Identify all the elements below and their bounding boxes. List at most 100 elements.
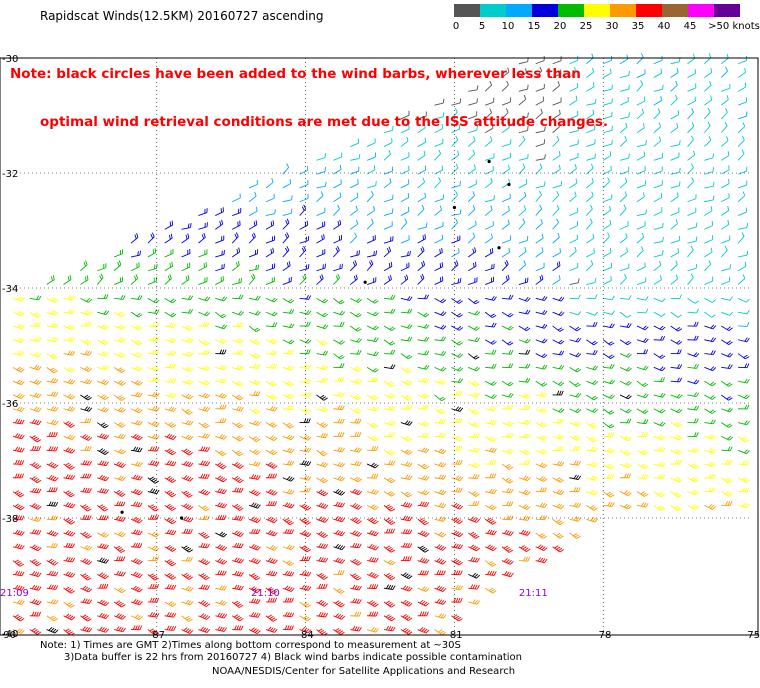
wind-barb xyxy=(434,474,447,480)
wind-barb xyxy=(721,165,730,175)
wind-barb xyxy=(451,517,464,525)
wind-barb xyxy=(586,124,596,134)
wind-barb xyxy=(97,626,110,633)
wind-barb xyxy=(687,352,700,358)
wind-barb xyxy=(636,192,645,203)
wind-barb xyxy=(653,193,663,203)
wind-barb xyxy=(687,308,699,314)
wind-barb xyxy=(704,487,716,493)
wind-barb xyxy=(29,627,42,635)
wind-barb xyxy=(619,380,632,386)
wind-barb xyxy=(602,151,612,161)
wind-barb xyxy=(602,422,615,429)
wind-barb xyxy=(383,308,396,314)
wind-barb xyxy=(552,408,565,413)
wind-barb xyxy=(248,220,258,230)
wind-barb xyxy=(29,462,42,469)
wind-barb xyxy=(181,325,194,331)
wind-barb xyxy=(417,530,430,537)
wind-barb xyxy=(12,446,25,453)
wind-barb xyxy=(113,545,126,553)
wind-barb xyxy=(535,154,546,161)
wind-barb xyxy=(569,366,582,373)
wind-barb xyxy=(80,418,92,424)
wind-barb xyxy=(586,446,598,452)
wind-barb xyxy=(518,163,526,175)
wind-barb xyxy=(602,220,612,230)
wind-barb xyxy=(518,260,527,272)
x-tick-label: -87 xyxy=(149,630,165,641)
wind-barb xyxy=(501,152,512,161)
wind-barb xyxy=(417,123,426,134)
wind-barb xyxy=(468,491,480,497)
wind-barb xyxy=(130,558,143,565)
wind-barb xyxy=(181,295,194,301)
wind-barb xyxy=(198,626,211,633)
wind-barb xyxy=(518,433,531,439)
wind-barb xyxy=(12,433,25,440)
wind-barb xyxy=(586,311,599,316)
wind-barb xyxy=(400,124,410,134)
map-frame xyxy=(0,57,759,636)
wind-barb xyxy=(282,179,292,189)
wind-barb xyxy=(738,309,750,315)
wind-barb xyxy=(63,613,76,621)
wind-barb xyxy=(113,448,126,455)
wind-barb xyxy=(636,408,649,414)
wind-barb xyxy=(738,378,750,384)
wind-barb xyxy=(265,363,278,369)
wind-barb xyxy=(467,408,480,415)
wind-barb xyxy=(451,180,461,189)
wind-barb xyxy=(113,311,126,318)
wind-barb xyxy=(63,393,76,400)
wind-barb xyxy=(282,544,295,551)
wind-barb xyxy=(147,297,160,304)
wind-barb xyxy=(97,351,110,357)
wind-barb xyxy=(687,476,700,483)
wind-barb xyxy=(434,336,447,342)
wind-barb xyxy=(333,515,346,523)
wind-barb xyxy=(670,505,682,512)
wind-barb xyxy=(468,572,481,579)
wind-barb xyxy=(164,559,177,567)
wind-barb xyxy=(383,420,396,426)
x-tick-label: -78 xyxy=(595,630,611,641)
wind-barb xyxy=(316,153,326,161)
wind-barb xyxy=(113,613,126,620)
wind-barb xyxy=(164,422,177,428)
wind-barb xyxy=(485,363,497,369)
wind-barb xyxy=(383,517,396,525)
wind-barb xyxy=(653,153,664,161)
wind-barb xyxy=(468,85,479,92)
wind-barb xyxy=(181,490,193,498)
wind-barb xyxy=(653,55,663,65)
wind-barb xyxy=(63,308,76,315)
wind-barb xyxy=(333,432,345,437)
wind-barb xyxy=(434,598,447,605)
wind-barb xyxy=(704,181,715,189)
wind-barb xyxy=(366,627,379,633)
wind-barb xyxy=(316,191,324,203)
wind-barb xyxy=(451,325,464,331)
wind-barb xyxy=(451,445,463,451)
wind-barb xyxy=(232,530,244,537)
wind-barb xyxy=(670,219,678,230)
wind-barb xyxy=(552,518,564,526)
wind-barb xyxy=(282,447,295,454)
wind-barb xyxy=(653,473,666,479)
wind-barb xyxy=(80,321,92,327)
wind-barb xyxy=(80,504,92,512)
wind-barb xyxy=(535,310,548,315)
wind-barb xyxy=(350,366,362,372)
wind-barb xyxy=(265,220,275,230)
wind-barb xyxy=(130,379,143,386)
wind-barb xyxy=(636,277,647,285)
wind-barb xyxy=(130,295,143,301)
wind-barb xyxy=(215,349,227,355)
wind-barb xyxy=(400,627,413,635)
y-tick-label: -30 xyxy=(2,54,18,65)
wind-barb xyxy=(619,323,632,328)
wind-barb xyxy=(181,460,194,468)
wind-barb xyxy=(636,449,649,456)
wind-barb xyxy=(720,121,728,134)
